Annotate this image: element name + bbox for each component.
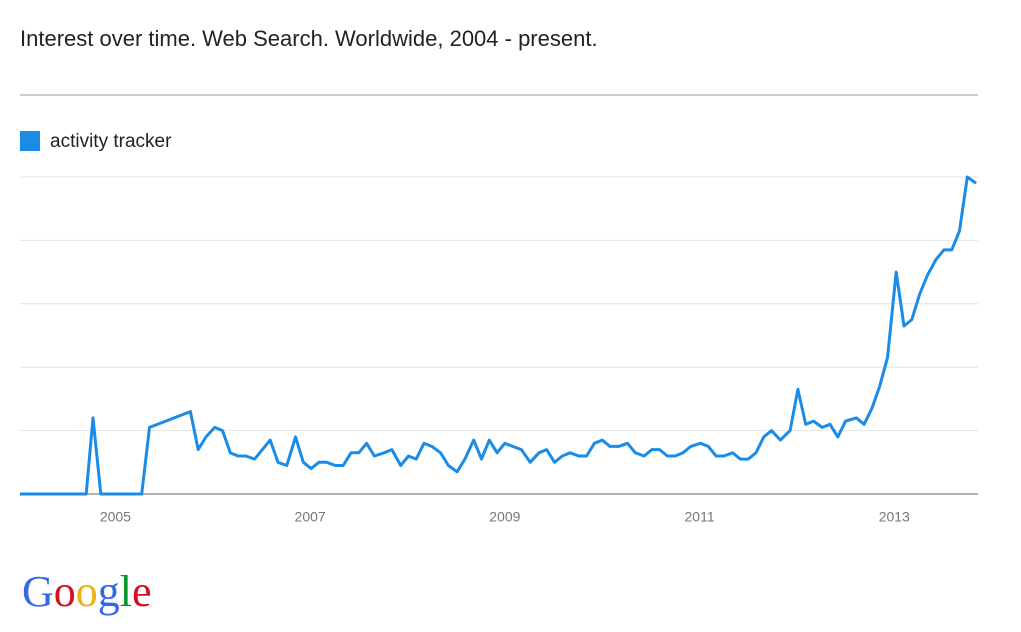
x-tick-label: 2009: [489, 509, 520, 525]
legend-label: activity tracker: [50, 131, 172, 152]
logo: Google: [22, 567, 152, 616]
x-tick-label: 2007: [295, 509, 326, 525]
legend-swatch: [20, 131, 40, 151]
line: [20, 175, 977, 496]
x-tick-label: 2013: [879, 509, 910, 525]
chart-title: Interest over time. Web Search. Worldwid…: [20, 26, 598, 51]
x-tick-label: 2005: [100, 509, 131, 525]
x-tick-label: 2011: [685, 509, 715, 525]
